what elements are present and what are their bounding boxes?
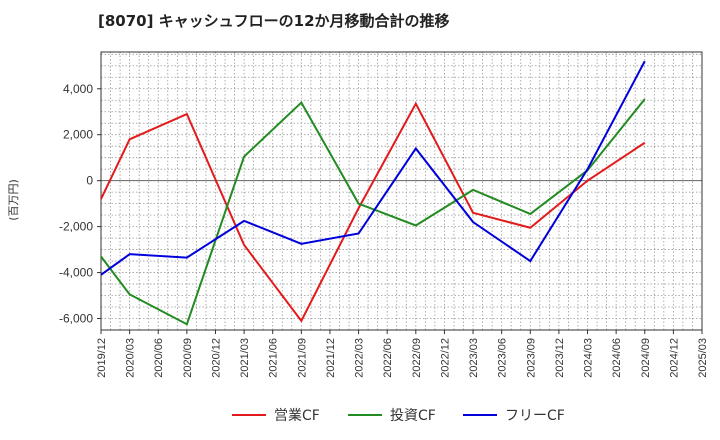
x-tick-label: 2021/06 xyxy=(268,338,280,378)
legend-label-3: フリーCF xyxy=(505,408,565,424)
legend-label-2: 投資CF xyxy=(390,408,436,424)
x-tick-label: 2021/09 xyxy=(296,338,308,378)
chart-title: [8070] キャッシュフローの12か月移動合計の推移 xyxy=(98,12,450,30)
y-tick-label: 4,000 xyxy=(63,82,93,96)
legend-label-1: 営業CF xyxy=(274,408,320,424)
x-tick-label: 2022/03 xyxy=(354,338,366,378)
x-tick-label: 2023/03 xyxy=(468,338,480,378)
plot-frame xyxy=(100,51,703,331)
x-tick-label: 2022/09 xyxy=(411,338,423,378)
x-tick-label: 2023/09 xyxy=(525,338,537,378)
x-tick-label: 2024/09 xyxy=(640,338,652,378)
x-tick-label: 2023/06 xyxy=(497,338,509,378)
x-tick-label: 2020/09 xyxy=(182,338,194,378)
x-tick-label: 2023/12 xyxy=(554,338,566,378)
x-tick-label: 2025/03 xyxy=(697,338,709,378)
x-tick-label: 2024/06 xyxy=(611,338,623,378)
y-tick-label: -6,000 xyxy=(59,312,93,326)
x-tick-label: 2024/12 xyxy=(668,338,680,378)
y-axis-label: (百万円) xyxy=(7,179,20,221)
y-tick-label: 2,000 xyxy=(63,128,93,142)
y-tick-label: -2,000 xyxy=(59,220,93,234)
x-tick-label: 2024/03 xyxy=(583,338,595,378)
y-tick-label: -4,000 xyxy=(59,266,93,280)
x-tick-label: 2022/06 xyxy=(382,338,394,378)
series-line-2 xyxy=(100,98,646,326)
x-tick-label: 2020/12 xyxy=(210,338,222,378)
x-tick-label: 2021/03 xyxy=(239,338,251,378)
legend: 営業CF 投資CF フリーCF xyxy=(232,408,565,424)
grid-layer xyxy=(100,52,702,331)
series-line-3 xyxy=(100,60,646,276)
series-line-1 xyxy=(100,101,646,323)
x-tick-label: 2022/12 xyxy=(439,338,451,378)
series-layer xyxy=(100,60,646,326)
x-tick-label: 2019/12 xyxy=(96,338,108,378)
y-tick-label: 0 xyxy=(86,174,93,188)
x-tick-label: 2020/03 xyxy=(125,338,137,378)
x-tick-label: 2021/12 xyxy=(325,338,337,378)
y-axis-ticks: 4,000 2,000 0 -2,000 -4,000 -6,000 xyxy=(59,82,101,326)
x-axis-ticks: 2019/12 2020/03 2020/06 2020/09 2020/12 2021/… xyxy=(96,330,709,378)
x-tick-label: 2020/06 xyxy=(153,338,165,378)
